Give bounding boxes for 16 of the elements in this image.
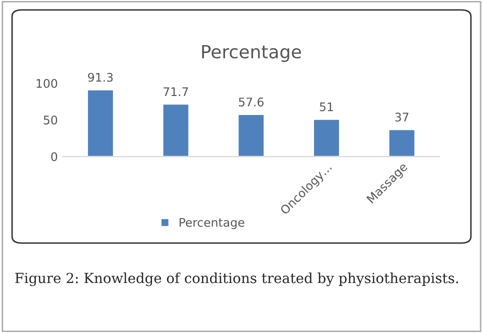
chart-title: Percentage [202,45,301,62]
bar [86,88,114,157]
bar [237,114,266,157]
y-tick-label: 50 [44,116,58,125]
y-tick-label: 0 [51,152,58,162]
legend-label: Percentage [180,218,244,230]
bar [312,118,340,157]
data-label: 57.6 [238,98,264,106]
data-label: 91.3 [88,72,113,82]
y-tick-label: 100 [36,78,58,88]
data-label: 71.7 [164,87,188,96]
bar [162,103,190,157]
caption: Figure 2: Knowledge of conditions treated by physiotherapists. [15,272,458,286]
bar [388,128,416,157]
data-label: 51 [320,102,333,112]
data-label: 37 [395,112,408,122]
